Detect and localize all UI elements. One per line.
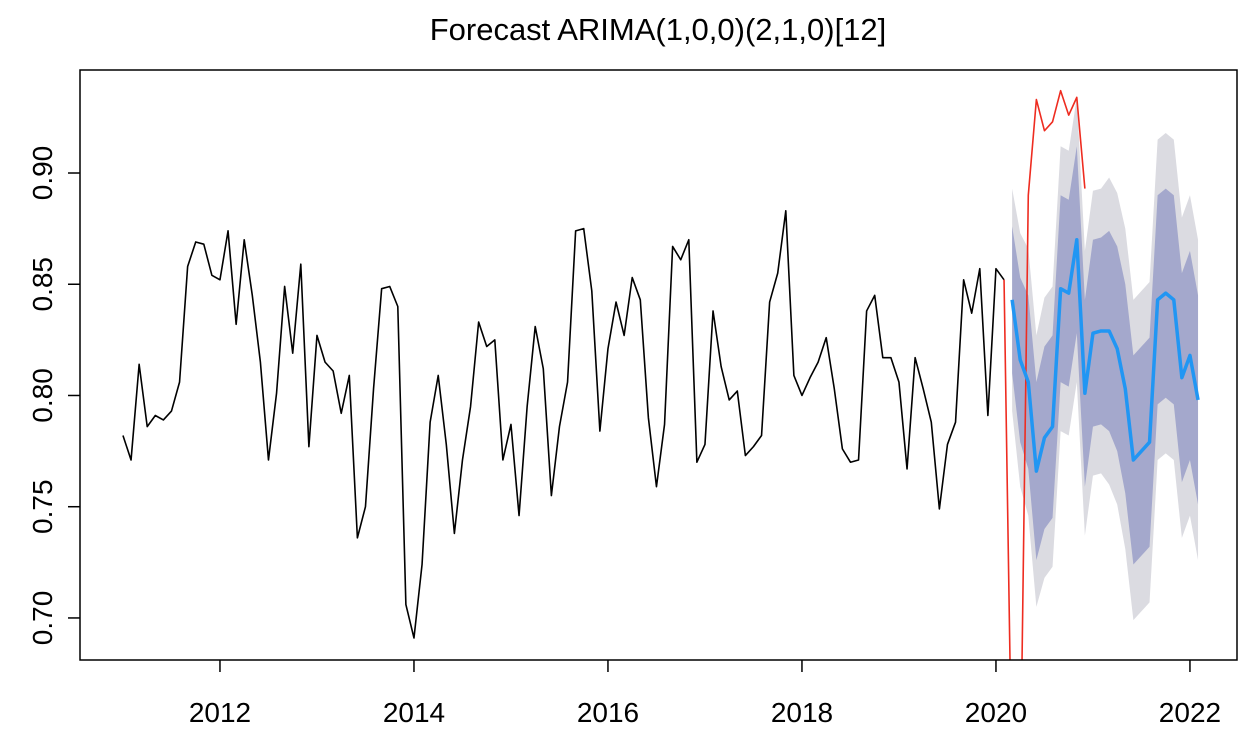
interval-band [1012,146,1199,565]
plot-frame [79,69,1238,661]
plot-area [122,89,1200,660]
y-tick-label: 0.90 [27,146,58,201]
y-tick-label: 0.80 [27,368,58,423]
series-line [1003,89,1086,660]
y-tick-label: 0.70 [27,591,58,646]
y-tick-label: 0.85 [27,257,58,312]
chart-title: Forecast ARIMA(1,0,0)(2,1,0)[12] [430,12,887,47]
x-tick-label: 2022 [1159,697,1221,728]
series-line [1010,237,1200,473]
series-line [122,210,1005,639]
y-tick-label: 0.75 [27,479,58,534]
x-tick-label: 2016 [577,697,639,728]
x-tick-label: 2012 [189,697,251,728]
x-tick-label: 2018 [771,697,833,728]
x-tick-label: 2014 [383,697,445,728]
x-tick-label: 2020 [965,697,1027,728]
